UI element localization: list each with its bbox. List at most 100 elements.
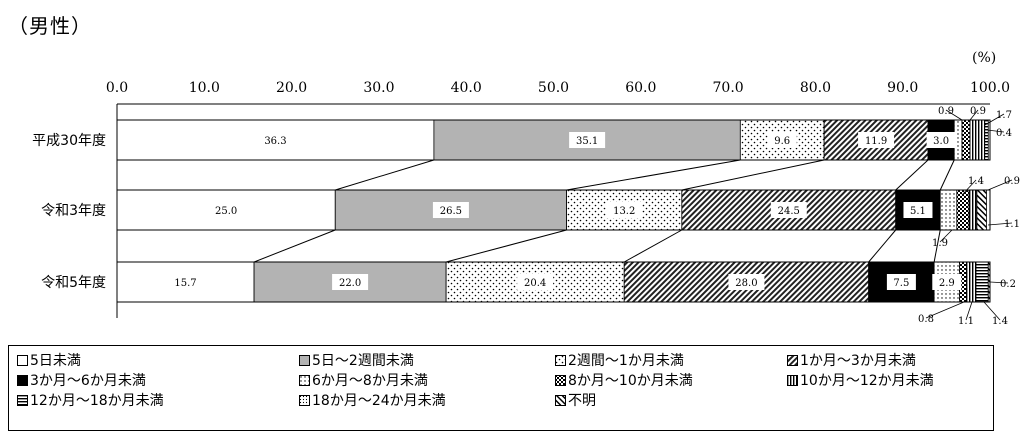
connector-line bbox=[623, 229, 683, 263]
stacked-bar-chart: (%) 0.0 10.0 20.0 30.0 40.0 50.0 60.0 70.0 80.0 9… bbox=[32, 50, 1020, 327]
connector-line bbox=[933, 229, 941, 263]
data-labels: 36.3 35.1 9.6 11.9 3.0 25.0 26.5 13.2 24.5 5.1 15.… bbox=[167, 106, 1020, 327]
x-tick-label: 90.0 bbox=[887, 80, 918, 96]
data-label: 35.1 bbox=[576, 136, 598, 147]
data-label: 3.0 bbox=[933, 136, 949, 147]
leader-line bbox=[987, 179, 1013, 191]
connector-line bbox=[681, 159, 825, 191]
data-label: 0.4 bbox=[996, 128, 1012, 139]
x-tick-label: 50.0 bbox=[538, 80, 569, 96]
data-label-bg bbox=[886, 274, 916, 290]
data-label: 1.7 bbox=[996, 110, 1012, 121]
legend-label: 5日未満 bbox=[30, 353, 81, 369]
legend-label: 5日～2週間未満 bbox=[312, 353, 414, 369]
legend-item: 不明 bbox=[555, 390, 596, 410]
bar-outline bbox=[116, 189, 991, 231]
x-tick-label: 10.0 bbox=[189, 80, 220, 96]
legend-item: 5日～2週間未満 bbox=[299, 350, 414, 370]
leader-line bbox=[989, 281, 1009, 284]
data-label-bg bbox=[903, 202, 933, 218]
data-label-bg bbox=[926, 132, 956, 148]
data-label: 2.9 bbox=[939, 278, 955, 289]
connector-line bbox=[445, 229, 567, 263]
x-tick-label: 80.0 bbox=[800, 80, 831, 96]
legend-item: 6か月～8か月未満 bbox=[299, 370, 428, 390]
category-label: 平成30年度 bbox=[32, 133, 106, 149]
data-label-bg bbox=[728, 274, 765, 290]
data-label: 15.7 bbox=[174, 278, 196, 289]
unit-label: (%) bbox=[972, 50, 996, 66]
bar-segment bbox=[939, 189, 958, 231]
data-label-bg bbox=[208, 202, 245, 218]
connector-line bbox=[253, 229, 336, 263]
legend-swatch bbox=[17, 374, 28, 386]
legend-label: 1か月～3か月未満 bbox=[800, 353, 916, 369]
category-label: 令和5年度 bbox=[41, 275, 106, 291]
bar-segment bbox=[966, 261, 977, 303]
leader-line bbox=[965, 301, 973, 321]
data-label-bg bbox=[432, 202, 469, 218]
connector-lines bbox=[253, 159, 955, 263]
legend-label: 8か月～10か月未満 bbox=[568, 373, 693, 389]
legend-swatch bbox=[555, 394, 566, 406]
legend-swatch bbox=[555, 354, 566, 366]
leader-line bbox=[987, 222, 1013, 226]
bar-segment bbox=[968, 189, 978, 231]
data-label: 22.0 bbox=[339, 278, 361, 289]
data-label-bg bbox=[517, 274, 554, 290]
x-tick-label: 30.0 bbox=[363, 80, 394, 96]
data-label-bg bbox=[257, 132, 294, 148]
x-tick-label: 70.0 bbox=[713, 80, 744, 96]
legend-label: 18か月～24か月未満 bbox=[312, 393, 446, 409]
data-label: 25.0 bbox=[215, 206, 237, 217]
legend-item: 18か月～24か月未満 bbox=[299, 390, 446, 410]
data-label: 1.9 bbox=[932, 238, 948, 249]
data-label: 0.9 bbox=[970, 106, 986, 117]
data-label: 1.4 bbox=[992, 316, 1008, 327]
leader-line bbox=[983, 301, 1001, 321]
legend-item: 5日未満 bbox=[17, 350, 81, 370]
data-label: 36.3 bbox=[264, 136, 286, 147]
bar-segment bbox=[975, 261, 989, 303]
bar-segment bbox=[956, 189, 970, 231]
bar-segment bbox=[976, 189, 987, 231]
connector-line bbox=[566, 159, 741, 191]
data-label: 1.1 bbox=[1004, 219, 1020, 230]
data-label: 0.2 bbox=[1000, 279, 1016, 290]
bar-segment bbox=[961, 119, 971, 161]
data-label-bg bbox=[858, 132, 895, 148]
legend: 5日未満 5日～2週間未満 2週間～1か月未満 1か月～3か月未満 3か月～6か月未満 6… bbox=[8, 345, 994, 431]
legend-swatch bbox=[17, 394, 28, 406]
legend-item: 8か月～10か月未満 bbox=[555, 370, 693, 390]
data-label: 0.9 bbox=[938, 106, 954, 117]
leader-line bbox=[986, 129, 1005, 133]
legend-swatch bbox=[299, 354, 310, 366]
data-label: 24.5 bbox=[778, 206, 800, 217]
legend-swatch bbox=[299, 374, 310, 386]
bar-outline bbox=[116, 119, 991, 161]
legend-label: 3か月～6か月未満 bbox=[30, 373, 146, 389]
data-label: 26.5 bbox=[440, 206, 462, 217]
data-label-bg bbox=[932, 274, 962, 290]
data-label: 1.4 bbox=[968, 176, 984, 187]
legend-swatch bbox=[787, 354, 798, 366]
legend-swatch bbox=[17, 354, 28, 366]
data-label: 1.1 bbox=[958, 316, 974, 327]
legend-label: 不明 bbox=[568, 393, 596, 409]
x-tick-label: 20.0 bbox=[276, 80, 307, 96]
data-label-bg bbox=[606, 202, 643, 218]
category-label: 令和3年度 bbox=[41, 203, 106, 219]
connector-line bbox=[335, 159, 435, 191]
data-label-bg bbox=[167, 274, 204, 290]
bar-segment bbox=[984, 119, 989, 161]
legend-item: 1か月～3か月未満 bbox=[787, 350, 916, 370]
data-label: 7.5 bbox=[893, 278, 909, 289]
data-label: 0.8 bbox=[918, 314, 934, 325]
leader-line bbox=[984, 113, 1005, 126]
legend-label: 2週間～1か月未満 bbox=[568, 353, 684, 369]
legend-swatch bbox=[299, 394, 310, 406]
data-label-bg bbox=[767, 132, 797, 148]
data-label-bg bbox=[332, 274, 369, 290]
connector-line bbox=[868, 229, 897, 263]
